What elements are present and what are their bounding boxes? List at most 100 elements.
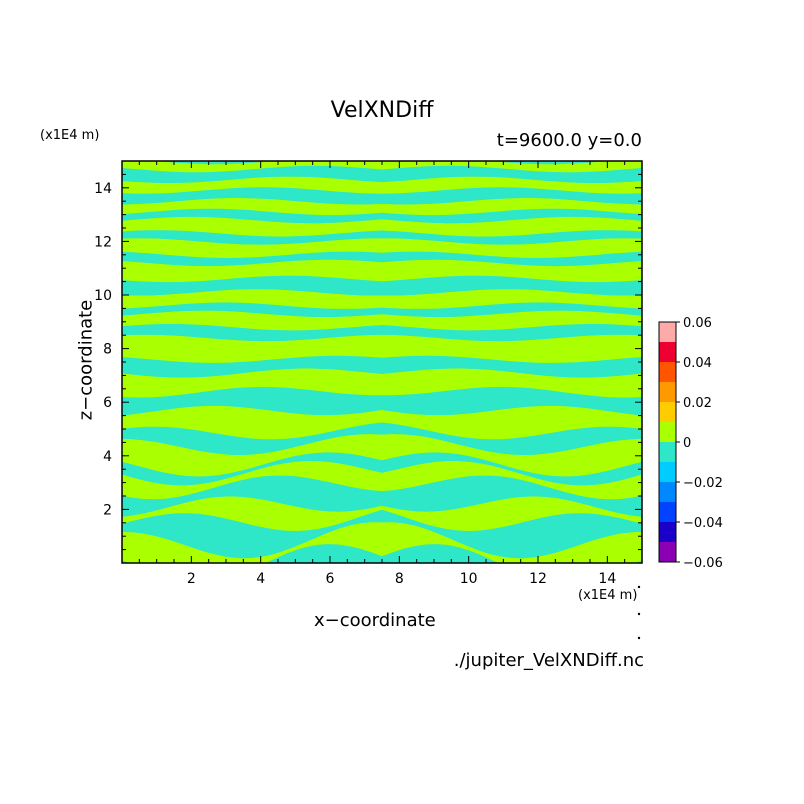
contour-band-pos-r [382,289,642,309]
colorbar-tick-label: 0 [683,436,691,451]
contour-band-neg-l [122,187,382,205]
marker-dot [637,636,641,640]
contour-band-pos-r [382,368,642,398]
axis-ticks: 2 4 6 8 10 12 14 2 4 6 8 10 12 14 [94,161,642,587]
contour-band-neg-l [122,251,382,267]
colorbar-segment [659,362,676,382]
colorbar-segment [659,462,676,482]
colorbar-segment [659,422,676,442]
contour-band-pos-l [122,176,382,194]
contour-band-pos-r [382,198,642,216]
contour-band-pos-r [382,216,642,237]
contour-band-pos-l [122,259,382,283]
colorbar-segment [659,342,676,362]
contour-band-pos-l [122,460,382,500]
colorbar-tick-label: −0.06 [683,556,723,571]
contour-band-neg-l [122,302,382,317]
y-tick-label: 2 [103,502,112,518]
colorbar-tick-label: 0.04 [683,356,712,371]
small-markers [637,585,641,640]
chart-subtitle: t=9600.0 y=0.0 [496,130,642,151]
contour-band-neg-r [382,422,642,455]
contour-band-neg-r [382,386,642,416]
contour-band-neg-l [122,208,382,224]
colorbar-segment [659,522,676,542]
contour-band-pos-r [382,238,642,258]
colorbar-tick-label: 0.02 [683,396,712,411]
contour-band-neg-r [382,251,642,267]
contour-band-neg-r [382,208,642,224]
contour-band-neg-l [122,275,382,296]
contour-band-pos-r [382,259,642,283]
contour-band-pos-l [122,434,382,477]
marker-dot [637,585,641,589]
colorbar-segment [659,442,676,462]
contour-band-neg-l [122,422,382,455]
contour-field [122,161,642,563]
contour-band-pos-l [122,310,382,331]
x-axis-unit: (x1E4 m) [578,588,638,603]
colorbar-tick-label: 0.06 [683,316,712,331]
contour-band-pos-r [382,496,642,531]
contour-band-pos-r [382,334,642,363]
contour-band-neg-r [382,475,642,517]
y-tick-label: 6 [103,395,112,411]
x-tick-label: 6 [326,571,335,587]
contour-band-neg-l [122,509,382,559]
contour-band-neg-l [122,452,382,486]
contour-band-neg-r [382,230,642,245]
contour-band-pos-l [122,289,382,309]
colorbar-segment [659,542,676,562]
contour-band-pos-l [122,522,382,563]
colorbar-tick-label: −0.04 [683,516,723,531]
contour-band-pos-r [382,434,642,477]
contour-band-neg-l [122,386,382,416]
x-tick-label: 14 [598,571,616,587]
contour-band-neg-r [382,324,642,342]
contour-band-pos-r [382,310,642,331]
contour-band-pos-l [122,238,382,258]
contour-band-pos-r [382,522,642,563]
file-name-label: ./jupiter_VelXNDiff.nc [453,650,644,671]
contour-band-pos-r [382,460,642,500]
contour-band-neg-r [382,509,642,559]
contour-band-neg-r [382,302,642,317]
contour-band-pos-l [122,161,382,173]
contour-band-pos-l [122,496,382,531]
y-tick-label: 8 [103,342,112,358]
contour-band-neg-r [382,187,642,205]
contour-band-neg-l [122,230,382,245]
contour-band-pos-r [382,176,642,194]
y-tick-label: 10 [94,288,112,304]
colorbar-tick-label: −0.02 [683,476,723,491]
contour-band-pos-l [122,405,382,440]
contour-band-neg-l [122,165,382,183]
contour-band-pos-l [122,198,382,216]
contour-band-neg-r [382,452,642,486]
y-tick-label: 12 [94,234,112,250]
colorbar-segment [659,402,676,422]
contour-band-neg-r [382,275,642,296]
contour-band-pos-l [122,216,382,237]
colorbar: 0.06 0.04 0.02 0 −0.02 −0.04 −0.06 [658,316,723,571]
contour-band-pos-l [122,334,382,363]
colorbar-segment [659,322,676,342]
contour-band-neg-l [122,324,382,342]
colorbar-segment [659,382,676,402]
contour-band-neg-r [382,355,642,378]
x-tick-label: 12 [529,571,547,587]
marker-dot [637,612,641,616]
x-tick-label: 4 [256,571,265,587]
y-tick-label: 14 [94,181,112,197]
contour-band-neg-r [382,165,642,183]
y-axis-unit: (x1E4 m) [40,128,100,143]
x-tick-label: 2 [187,571,196,587]
y-tick-label: 4 [103,449,112,465]
x-tick-label: 10 [460,571,478,587]
contour-band-neg-l [122,475,382,517]
contour-band-pos-r [382,161,642,173]
contour-band-neg-l [122,355,382,378]
colorbar-segment [659,482,676,502]
colorbar-segment [659,502,676,522]
